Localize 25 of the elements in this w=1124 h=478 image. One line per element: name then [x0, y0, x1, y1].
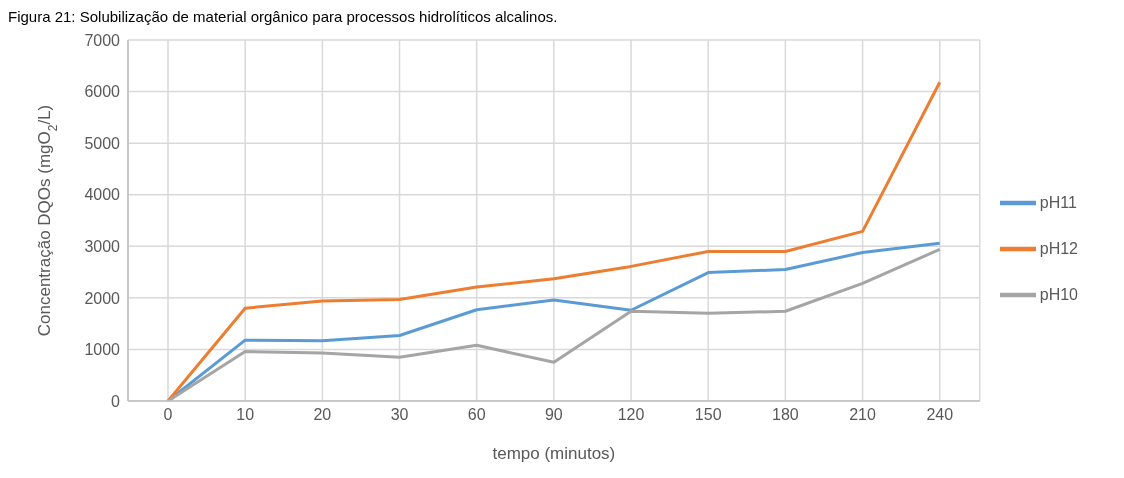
y-tick-label: 0 — [111, 392, 121, 410]
x-tick-label: 60 — [467, 406, 486, 424]
line-series — [166, 80, 942, 401]
legend-label: pH11 — [1039, 193, 1077, 211]
y-tick-label: 2000 — [84, 289, 121, 307]
x-tick-label: 20 — [313, 406, 332, 424]
x-tick-label: 90 — [544, 406, 563, 424]
x-tick-label: 0 — [163, 406, 173, 424]
x-axis-title: tempo (minutos) — [492, 444, 616, 463]
x-tick-label: 150 — [694, 406, 722, 424]
y-tick-label: 7000 — [84, 31, 121, 49]
y-tick-label: 6000 — [84, 83, 121, 101]
y-tick-label: 5000 — [84, 134, 121, 152]
y-tick-label: 1000 — [84, 341, 121, 359]
x-tick-label: 10 — [236, 406, 255, 424]
x-tick-label: 210 — [849, 406, 877, 424]
legend-label: pH10 — [1039, 285, 1078, 303]
x-tick-label: 240 — [926, 406, 954, 424]
x-tick-label: 120 — [617, 406, 645, 424]
x-tick-label: 30 — [390, 406, 409, 424]
chart-title: Figura 21: Solubilização de material orgânico para processos hidrolíticos alcalinos. — [8, 8, 559, 26]
legend-label: pH12 — [1039, 239, 1078, 257]
y-tick-label: 3000 — [84, 237, 121, 255]
x-tick-label: 180 — [772, 406, 799, 424]
y-tick-label: 4000 — [84, 186, 121, 204]
